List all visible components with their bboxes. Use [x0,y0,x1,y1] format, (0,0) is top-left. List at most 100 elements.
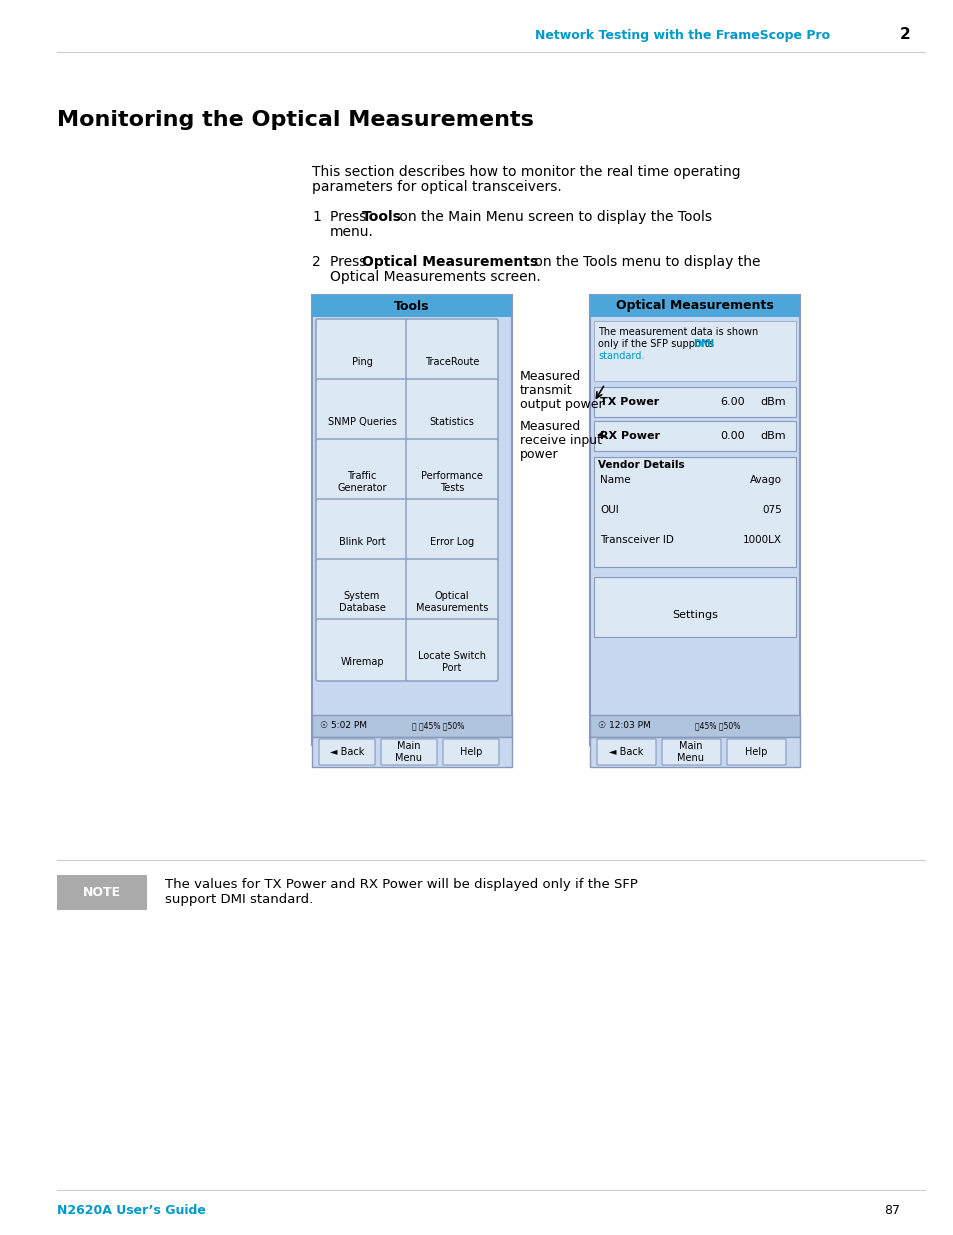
Text: 6.00: 6.00 [720,396,744,408]
FancyBboxPatch shape [315,379,408,441]
Text: Press: Press [330,210,371,224]
Text: Help: Help [744,747,766,757]
Text: Measured: Measured [519,420,580,433]
FancyBboxPatch shape [442,739,498,764]
Text: Optical Measurements: Optical Measurements [616,300,773,312]
Text: N2620A User’s Guide: N2620A User’s Guide [57,1203,206,1216]
Text: on the Tools menu to display the: on the Tools menu to display the [530,254,760,269]
Text: NOTE: NOTE [83,885,121,899]
Text: ◄ Back: ◄ Back [330,747,364,757]
Text: Monitoring the Optical Measurements: Monitoring the Optical Measurements [57,110,534,130]
FancyBboxPatch shape [594,577,795,637]
Text: receive input: receive input [519,433,601,447]
Text: Error Log: Error Log [430,537,474,547]
Text: RX Power: RX Power [599,431,659,441]
FancyBboxPatch shape [594,421,795,451]
FancyBboxPatch shape [406,379,497,441]
FancyBboxPatch shape [312,295,512,317]
Text: OUI: OUI [599,505,618,515]
Text: 2: 2 [899,27,910,42]
Text: Measured: Measured [519,370,580,383]
Text: dBm: dBm [760,396,785,408]
Text: Locate Switch
Port: Locate Switch Port [417,651,485,673]
FancyBboxPatch shape [726,739,785,764]
Text: ☉ 12:03 PM: ☉ 12:03 PM [598,721,650,730]
FancyBboxPatch shape [597,739,656,764]
Text: The measurement data is shown: The measurement data is shown [598,327,758,337]
Text: Help: Help [459,747,481,757]
Text: menu.: menu. [330,225,374,240]
FancyBboxPatch shape [589,295,800,745]
Text: ☉ 5:02 PM: ☉ 5:02 PM [319,721,367,730]
Text: only if the SFP supports: only if the SFP supports [598,338,717,350]
FancyBboxPatch shape [315,319,408,382]
Text: Optical Measurements: Optical Measurements [361,254,537,269]
Text: This section describes how to monitor the real time operating: This section describes how to monitor th… [312,165,740,179]
Text: power: power [519,448,558,461]
Text: transmit: transmit [519,384,572,396]
Text: Network Testing with the FrameScope Pro: Network Testing with the FrameScope Pro [535,28,829,42]
Text: Ping: Ping [352,357,372,367]
Text: 🖥 🔋45% 💾50%: 🖥 🔋45% 💾50% [412,721,464,730]
Text: Statistics: Statistics [429,417,474,427]
Text: 87: 87 [883,1203,899,1216]
FancyBboxPatch shape [315,559,408,621]
Text: TraceRoute: TraceRoute [424,357,478,367]
FancyBboxPatch shape [57,876,147,910]
Text: 075: 075 [761,505,781,515]
FancyBboxPatch shape [406,559,497,621]
Text: The values for TX Power and RX Power will be displayed only if the SFP: The values for TX Power and RX Power wil… [165,878,638,890]
Text: Tools: Tools [361,210,401,224]
Text: Traffic
Generator: Traffic Generator [337,472,386,493]
Text: 2: 2 [312,254,320,269]
Text: TX Power: TX Power [599,396,659,408]
FancyBboxPatch shape [312,737,512,767]
Text: Performance
Tests: Performance Tests [420,472,482,493]
FancyBboxPatch shape [406,619,497,680]
Text: Press: Press [330,254,371,269]
FancyBboxPatch shape [315,438,408,501]
Text: Wiremap: Wiremap [340,657,383,667]
Text: System
Database: System Database [338,592,385,613]
Text: dBm: dBm [760,431,785,441]
Text: standard.: standard. [598,351,643,361]
FancyBboxPatch shape [406,499,497,561]
FancyBboxPatch shape [589,737,800,767]
FancyBboxPatch shape [594,457,795,567]
Text: 0.00: 0.00 [720,431,744,441]
FancyBboxPatch shape [406,438,497,501]
FancyBboxPatch shape [589,715,800,737]
Text: Tools: Tools [394,300,429,312]
Text: output power: output power [519,398,603,411]
Text: ◄ Back: ◄ Back [608,747,642,757]
Text: 1000LX: 1000LX [742,535,781,545]
Text: Transceiver ID: Transceiver ID [599,535,673,545]
FancyBboxPatch shape [312,295,512,745]
Text: Avago: Avago [749,475,781,485]
FancyBboxPatch shape [318,739,375,764]
Text: parameters for optical transceivers.: parameters for optical transceivers. [312,180,561,194]
FancyBboxPatch shape [312,715,512,737]
FancyBboxPatch shape [661,739,720,764]
Text: Vendor Details: Vendor Details [598,459,684,471]
FancyBboxPatch shape [594,321,795,382]
Text: Optical
Measurements: Optical Measurements [416,592,488,613]
Text: Name: Name [599,475,630,485]
FancyBboxPatch shape [589,295,800,317]
Text: Settings: Settings [671,610,718,620]
Text: support DMI standard.: support DMI standard. [165,893,313,906]
FancyBboxPatch shape [380,739,436,764]
FancyBboxPatch shape [315,619,408,680]
Text: Optical Measurements screen.: Optical Measurements screen. [330,270,540,284]
FancyBboxPatch shape [406,319,497,382]
Text: Blink Port: Blink Port [338,537,385,547]
Text: 1: 1 [312,210,320,224]
Text: 🔋45% 💾50%: 🔋45% 💾50% [695,721,740,730]
Text: on the Main Menu screen to display the Tools: on the Main Menu screen to display the T… [395,210,711,224]
FancyBboxPatch shape [594,387,795,417]
Text: Main
Menu: Main Menu [395,741,422,763]
Text: DMI: DMI [692,338,714,350]
FancyBboxPatch shape [315,499,408,561]
Text: Main
Menu: Main Menu [677,741,703,763]
Text: SNMP Queries: SNMP Queries [327,417,396,427]
